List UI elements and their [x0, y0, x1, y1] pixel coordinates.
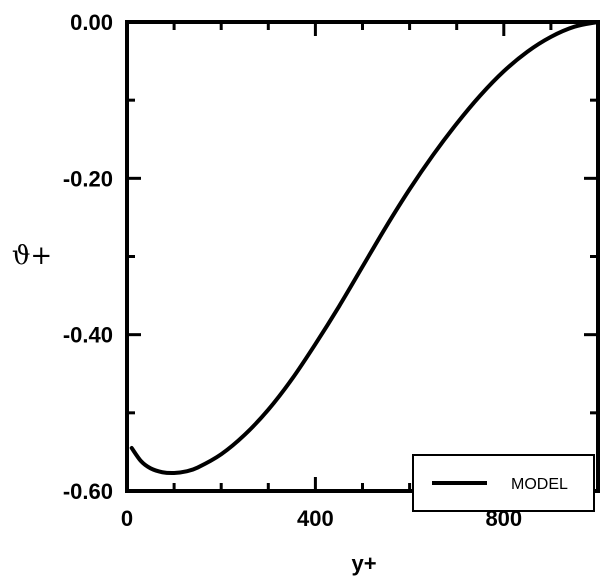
- legend: MODEL: [412, 454, 595, 512]
- legend-label-model: MODEL: [511, 476, 568, 493]
- y-axis-ticks: [127, 20, 598, 493]
- series-layer: [129, 20, 600, 476]
- series-line-model: [129, 20, 600, 476]
- y-tick-label: -0.60: [63, 479, 113, 504]
- legend-box: [412, 454, 595, 512]
- plot-frame: [125, 20, 600, 493]
- y-axis-tick-labels: 0.00 -0.20 -0.40 -0.60: [63, 10, 113, 504]
- y-axis-title: ϑ+: [12, 241, 52, 271]
- y-tick-label: -0.40: [63, 323, 113, 348]
- x-tick-label: 0: [121, 506, 133, 531]
- y-tick-label: -0.20: [63, 166, 113, 191]
- x-axis-title: y+: [351, 551, 376, 576]
- y-tick-label: 0.00: [70, 10, 113, 35]
- x-tick-label: 400: [297, 506, 334, 531]
- x-axis-ticks: [125, 22, 600, 491]
